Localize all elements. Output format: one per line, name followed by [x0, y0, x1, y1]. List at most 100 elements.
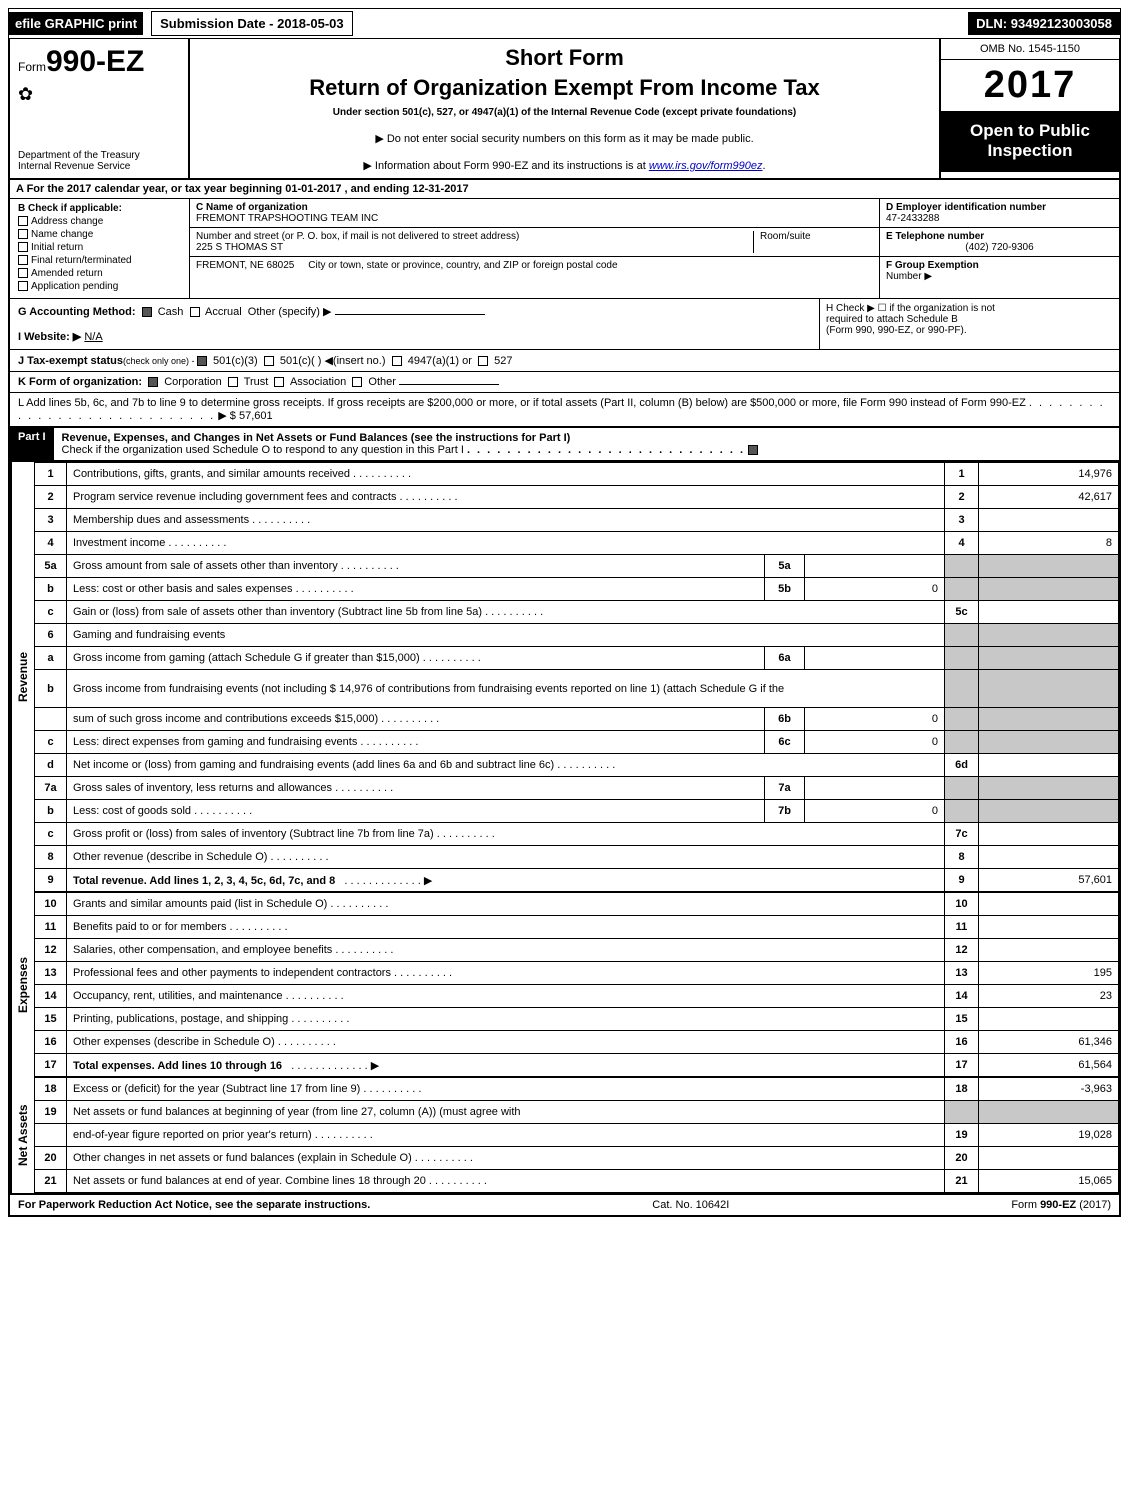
gross-receipts: 57,601 [239, 410, 273, 422]
omb-number: OMB No. 1545-1150 [941, 39, 1119, 60]
form-prefix: Form [18, 60, 46, 74]
table-row: 20Other changes in net assets or fund ba… [35, 1147, 1119, 1170]
expenses-section: Expenses 10Grants and similar amounts pa… [8, 892, 1121, 1077]
opt-other-org: Other [368, 376, 396, 388]
other-org-input[interactable] [399, 384, 499, 385]
section-b: B Check if applicable: Address change Na… [10, 199, 190, 298]
opt-other: Other (specify) ▶ [248, 306, 332, 318]
department: Department of the Treasury Internal Reve… [18, 150, 180, 172]
opt-4947: 4947(a)(1) or [408, 355, 472, 367]
netassets-section: Net Assets 18Excess or (deficit) for the… [8, 1077, 1121, 1195]
ein-value: 47-2433288 [886, 213, 939, 224]
check-association[interactable] [274, 377, 284, 387]
section-bcde: B Check if applicable: Address change Na… [8, 199, 1121, 299]
table-row: bLess: cost of goods sold . . . . . . . … [35, 800, 1119, 823]
table-row: 2Program service revenue including gover… [35, 486, 1119, 509]
efile-badge: efile GRAPHIC print [9, 12, 143, 35]
other-specify-input[interactable] [335, 314, 485, 315]
check-final-return[interactable]: Final return/terminated [18, 255, 181, 266]
form-subtitle: Under section 501(c), 527, or 4947(a)(1)… [200, 107, 929, 118]
treasury-seal-icon: ✿ [18, 84, 180, 105]
part-i-label: Part I [10, 428, 54, 460]
table-row: 7aGross sales of inventory, less returns… [35, 777, 1119, 800]
table-row: bLess: cost or other basis and sales exp… [35, 578, 1119, 601]
check-501c3[interactable] [197, 356, 207, 366]
ssn-note: ▶ Do not enter social security numbers o… [200, 132, 929, 145]
phone-value: (402) 720-9306 [886, 242, 1113, 253]
tax-year-end: 12-31-2017 [412, 183, 468, 195]
check-amended-return[interactable]: Amended return [18, 268, 181, 279]
form-title: Return of Organization Exempt From Incom… [200, 75, 929, 101]
submission-date-label: Submission Date - [160, 16, 277, 31]
info-note: ▶ Information about Form 990-EZ and its … [200, 159, 929, 172]
l-amt-label: ▶ $ [218, 410, 239, 422]
form-number: Form990-EZ [18, 45, 180, 79]
check-501c[interactable] [264, 356, 274, 366]
table-row: 16Other expenses (describe in Schedule O… [35, 1031, 1119, 1054]
short-form-label: Short Form [200, 45, 929, 71]
submission-date-value: 2018-05-03 [277, 16, 344, 31]
check-accrual[interactable] [190, 307, 200, 317]
table-row: 11Benefits paid to or for members . . . … [35, 916, 1119, 939]
irs-link[interactable]: www.irs.gov/form990ez [649, 160, 763, 172]
check-other-org[interactable] [352, 377, 362, 387]
tax-year-begin: 01-01-2017 [285, 183, 341, 195]
table-row: 10Grants and similar amounts paid (list … [35, 893, 1119, 916]
check-corporation[interactable] [148, 377, 158, 387]
check-initial-return[interactable]: Initial return [18, 242, 181, 253]
opt-501c3: 501(c)(3) [213, 355, 258, 367]
website-label: I Website: ▶ [18, 331, 81, 343]
check-4947[interactable] [392, 356, 402, 366]
row-l: L Add lines 5b, 6c, and 7b to line 9 to … [8, 393, 1121, 428]
room-suite-label: Room/suite [753, 231, 873, 253]
check-schedule-o[interactable] [748, 445, 758, 455]
open-line1: Open to Public [945, 121, 1115, 141]
check-name-change[interactable]: Name change [18, 229, 181, 240]
dot-leader [467, 444, 745, 456]
table-row: 4Investment income . . . . . . . . . .48 [35, 532, 1119, 555]
revenue-section: Revenue 1Contributions, gifts, grants, a… [8, 462, 1121, 892]
table-row: sum of such gross income and contributio… [35, 708, 1119, 731]
org-city: FREMONT, NE 68025 [196, 260, 294, 271]
line-a-mid: , and ending [345, 183, 413, 195]
check-application-pending[interactable]: Application pending [18, 281, 181, 292]
website-value: N/A [84, 331, 102, 343]
dln-value: 93492123003058 [1011, 16, 1112, 31]
table-row: 8Other revenue (describe in Schedule O) … [35, 846, 1119, 869]
check-address-change[interactable]: Address change [18, 216, 181, 227]
h-line2: required to attach Schedule B [826, 314, 1113, 325]
opt-accrual: Accrual [205, 306, 242, 318]
table-row: cGross profit or (loss) from sales of in… [35, 823, 1119, 846]
c-name-label: C Name of organization [196, 202, 308, 213]
table-row: 12Salaries, other compensation, and empl… [35, 939, 1119, 962]
open-to-public-badge: Open to Public Inspection [941, 111, 1119, 172]
table-row: 19Net assets or fund balances at beginni… [35, 1101, 1119, 1124]
tax-exempt-sub: (check only one) - [123, 356, 197, 366]
opt-association: Association [290, 376, 346, 388]
table-row: 3Membership dues and assessments . . . .… [35, 509, 1119, 532]
open-line2: Inspection [945, 141, 1115, 161]
table-row: cLess: direct expenses from gaming and f… [35, 731, 1119, 754]
table-row: 21Net assets or fund balances at end of … [35, 1170, 1119, 1193]
line-a-pre: A For the 2017 calendar year, or tax yea… [16, 183, 285, 195]
check-527[interactable] [478, 356, 488, 366]
page-footer: For Paperwork Reduction Act Notice, see … [8, 1195, 1121, 1217]
city-label: City or town, state or province, country… [308, 260, 617, 271]
accounting-method-label: G Accounting Method: [18, 306, 136, 318]
top-bar: efile GRAPHIC print Submission Date - 20… [8, 8, 1121, 39]
form-number-value: 990-EZ [46, 45, 144, 78]
ein-label: D Employer identification number [886, 202, 1046, 213]
table-row: cGain or (loss) from sale of assets othe… [35, 601, 1119, 624]
table-row: 5aGross amount from sale of assets other… [35, 555, 1119, 578]
section-h: H Check ▶ ☐ if the organization is not r… [819, 299, 1119, 349]
opt-corporation: Corporation [164, 376, 221, 388]
table-row: dNet income or (loss) from gaming and fu… [35, 754, 1119, 777]
section-c: C Name of organization FREMONT TRAPSHOOT… [190, 199, 879, 298]
table-row: bGross income from fundraising events (n… [35, 670, 1119, 708]
revenue-label: Revenue [10, 462, 34, 892]
check-trust[interactable] [228, 377, 238, 387]
expenses-table: 10Grants and similar amounts paid (list … [34, 892, 1119, 1077]
table-row: 9Total revenue. Add lines 1, 2, 3, 4, 5c… [35, 869, 1119, 892]
check-cash[interactable] [142, 307, 152, 317]
submission-date: Submission Date - 2018-05-03 [151, 11, 353, 36]
